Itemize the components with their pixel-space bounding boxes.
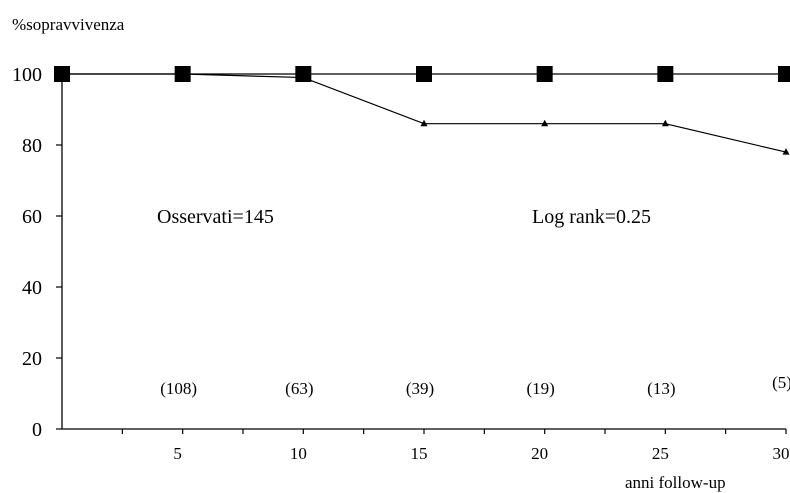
at-risk-labels: (108) (63) (39) (19) (13) (5) xyxy=(160,373,790,398)
x-tick-label: 20 xyxy=(531,444,548,463)
x-tick-label: 30 xyxy=(773,444,790,463)
triangle-marker xyxy=(661,119,669,127)
square-marker xyxy=(416,66,432,82)
y-tick-label: 60 xyxy=(22,206,42,228)
y-tick-label: 0 xyxy=(32,419,42,441)
triangle-marker xyxy=(299,73,307,81)
x-ticks: 5 10 15 20 25 30 xyxy=(121,429,790,463)
series-group xyxy=(54,66,790,155)
square-marker xyxy=(778,66,790,82)
at-risk-label: (5) xyxy=(772,373,790,392)
square-marker xyxy=(657,66,674,82)
at-risk-label: (108) xyxy=(160,379,197,398)
at-risk-label: (13) xyxy=(647,379,675,398)
x-tick-label: 5 xyxy=(173,444,182,463)
y-tick-label: 80 xyxy=(22,135,42,157)
series-line-2 xyxy=(62,73,787,153)
at-risk-label: (63) xyxy=(285,379,313,398)
logrank-annotation: Log rank=0.25 xyxy=(532,206,651,228)
y-tick-label: 40 xyxy=(22,277,42,299)
x-tick-label: 10 xyxy=(290,444,307,463)
y-ticks: 0 20 40 60 80 100 xyxy=(12,64,62,441)
x-axis-label: anni follow-up xyxy=(625,473,726,492)
triangle-marker xyxy=(541,119,549,127)
square-marker xyxy=(536,66,553,82)
y-tick-label: 100 xyxy=(12,64,42,86)
x-tick-label: 25 xyxy=(652,444,669,463)
triangle-marker xyxy=(782,148,790,155)
triangle-marker xyxy=(179,70,187,77)
at-risk-label: (19) xyxy=(527,379,555,398)
y-axis-label: %sopravvivenza xyxy=(12,15,125,34)
square-marker xyxy=(54,66,70,82)
observed-annotation: Osservati=145 xyxy=(157,206,274,228)
at-risk-label: (39) xyxy=(406,379,434,398)
triangle-marker xyxy=(420,119,428,127)
x-tick-label: 15 xyxy=(411,444,428,463)
y-tick-label: 20 xyxy=(22,348,42,370)
